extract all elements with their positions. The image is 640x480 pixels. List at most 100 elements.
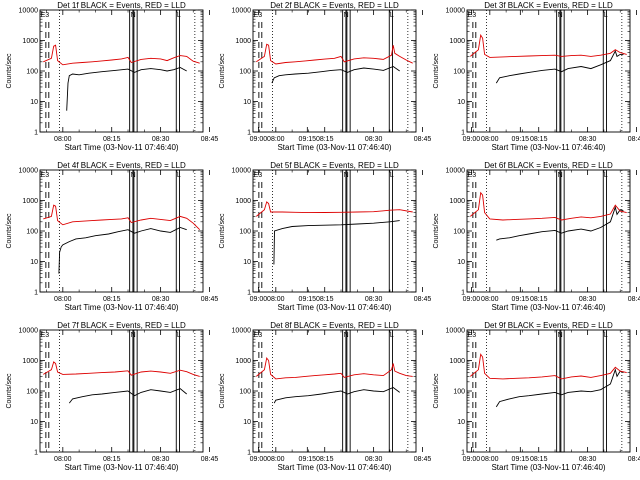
x-tick-label: 08:45 xyxy=(201,136,219,143)
x-tick-label: 09:15 xyxy=(299,136,317,143)
y-tick-label: 1000 xyxy=(449,198,465,205)
y-axis-label: Counts/sec xyxy=(6,213,13,249)
x-tick-label: 08:15 xyxy=(530,136,548,143)
interval-label: L xyxy=(604,12,608,19)
plot-frame xyxy=(39,169,204,293)
x-tick-label: 09:00 xyxy=(463,296,481,303)
x-tick-label: 08:45 xyxy=(414,296,432,303)
events-series-line xyxy=(271,65,400,84)
interval-label: N xyxy=(558,172,563,179)
y-tick-label: 100 xyxy=(453,229,465,236)
y-tick-label: 10 xyxy=(243,99,251,106)
interval-box xyxy=(175,329,180,453)
interval-label: L xyxy=(177,172,181,179)
events-series-line xyxy=(495,49,624,84)
y-tick-label: 10000 xyxy=(232,168,252,175)
interval-label: E3 xyxy=(254,172,263,179)
x-tick-label: 09:00 xyxy=(250,456,268,463)
y-tick-label: 1000 xyxy=(449,358,465,365)
chart-panel: Det 5f BLACK = Events, RED = LLD Counts/s… xyxy=(219,161,529,312)
interval-label: N xyxy=(344,12,349,19)
interval-box xyxy=(602,169,607,293)
y-tick-label: 1 xyxy=(461,290,465,297)
interval-box xyxy=(342,169,347,293)
x-axis-label: Start Time (03-Nov-11 07:46:40) xyxy=(277,303,391,312)
y-tick-label: 10 xyxy=(243,259,251,266)
chart-panel: Det 1f BLACK = Events, RED = LLD Counts/s… xyxy=(6,1,316,152)
interval-label: E3 xyxy=(468,172,477,179)
interval-label: N xyxy=(558,332,563,339)
chart-title: Det 8f BLACK = Events, RED = LLD xyxy=(270,321,399,330)
y-tick-label: 10000 xyxy=(19,328,39,335)
chart-title: Det 9f BLACK = Events, RED = LLD xyxy=(484,321,613,330)
y-tick-label: 10000 xyxy=(446,328,466,335)
interval-box xyxy=(346,169,351,293)
y-tick-label: 1000 xyxy=(235,38,251,45)
y-tick-label: 1000 xyxy=(22,38,38,45)
y-axis-label: Counts/sec xyxy=(219,53,226,89)
y-tick-label: 1 xyxy=(34,290,38,297)
chart-panel: Det 2f BLACK = Events, RED = LLD Counts/s… xyxy=(219,1,529,152)
x-axis-label: Start Time (03-Nov-11 07:46:40) xyxy=(277,463,391,472)
chart-panel: Det 7f BLACK = Events, RED = LLD Counts/s… xyxy=(6,321,316,472)
interval-box xyxy=(342,329,347,453)
x-axis-label: Start Time (03-Nov-11 07:46:40) xyxy=(64,303,178,312)
y-axis-label: Counts/sec xyxy=(6,53,13,89)
lld-series-line xyxy=(470,353,627,380)
events-series-line xyxy=(68,388,187,404)
interval-label: E3 xyxy=(254,332,263,339)
x-tick-label: 08:15 xyxy=(316,456,334,463)
x-tick-label: 08:15 xyxy=(316,296,334,303)
x-tick-label: 08:30 xyxy=(152,296,170,303)
x-tick-label: 08:00 xyxy=(54,136,72,143)
x-tick-label: 08:00 xyxy=(267,456,285,463)
x-tick-label: 08:00 xyxy=(54,456,72,463)
x-axis-label: Start Time (03-Nov-11 07:46:40) xyxy=(277,143,391,152)
chart-panel: Det 9f BLACK = Events, RED = LLD Counts/s… xyxy=(433,321,640,472)
y-tick-label: 1000 xyxy=(22,358,38,365)
interval-label: E3 xyxy=(41,332,50,339)
x-axis-label: Start Time (03-Nov-11 07:46:40) xyxy=(491,463,605,472)
interval-box xyxy=(388,9,393,133)
y-tick-label: 1 xyxy=(461,450,465,457)
x-tick-label: 08:00 xyxy=(54,296,72,303)
interval-label: E3 xyxy=(41,172,50,179)
y-tick-label: 100 xyxy=(453,69,465,76)
interval-label: N xyxy=(131,172,136,179)
lld-series-line xyxy=(470,33,627,58)
chart-panel: Det 6f BLACK = Events, RED = LLD Counts/s… xyxy=(433,161,640,312)
x-tick-label: 08:15 xyxy=(103,136,121,143)
events-series-line xyxy=(58,227,187,274)
y-tick-label: 100 xyxy=(453,389,465,396)
events-series-line xyxy=(496,205,624,241)
events-series-line xyxy=(273,386,400,404)
y-axis-label: Counts/sec xyxy=(219,213,226,249)
interval-box xyxy=(346,329,351,453)
y-axis-label: Counts/sec xyxy=(6,373,13,409)
x-tick-label: 08:45 xyxy=(628,136,640,143)
interval-box xyxy=(133,329,138,453)
interval-label: N xyxy=(131,332,136,339)
chart-title: Det 4f BLACK = Events, RED = LLD xyxy=(57,161,186,170)
interval-box xyxy=(388,329,393,453)
y-tick-label: 1000 xyxy=(449,38,465,45)
x-tick-label: 08:45 xyxy=(414,136,432,143)
x-axis-label: Start Time (03-Nov-11 07:46:40) xyxy=(491,143,605,152)
x-tick-label: 08:45 xyxy=(628,296,640,303)
interval-box xyxy=(556,329,561,453)
interval-box xyxy=(388,169,393,293)
interval-label: L xyxy=(390,332,394,339)
lld-series-line xyxy=(43,361,200,377)
plot-frame xyxy=(39,329,204,453)
lld-series-line xyxy=(256,43,413,65)
x-tick-label: 08:30 xyxy=(579,296,597,303)
y-tick-label: 10 xyxy=(457,259,465,266)
x-tick-label: 08:15 xyxy=(530,296,548,303)
interval-label: L xyxy=(604,172,608,179)
plot-frame xyxy=(252,9,417,133)
y-tick-label: 1000 xyxy=(22,198,38,205)
y-tick-label: 10 xyxy=(457,419,465,426)
interval-label: L xyxy=(177,332,181,339)
y-tick-label: 100 xyxy=(26,69,38,76)
x-tick-label: 08:15 xyxy=(103,296,121,303)
